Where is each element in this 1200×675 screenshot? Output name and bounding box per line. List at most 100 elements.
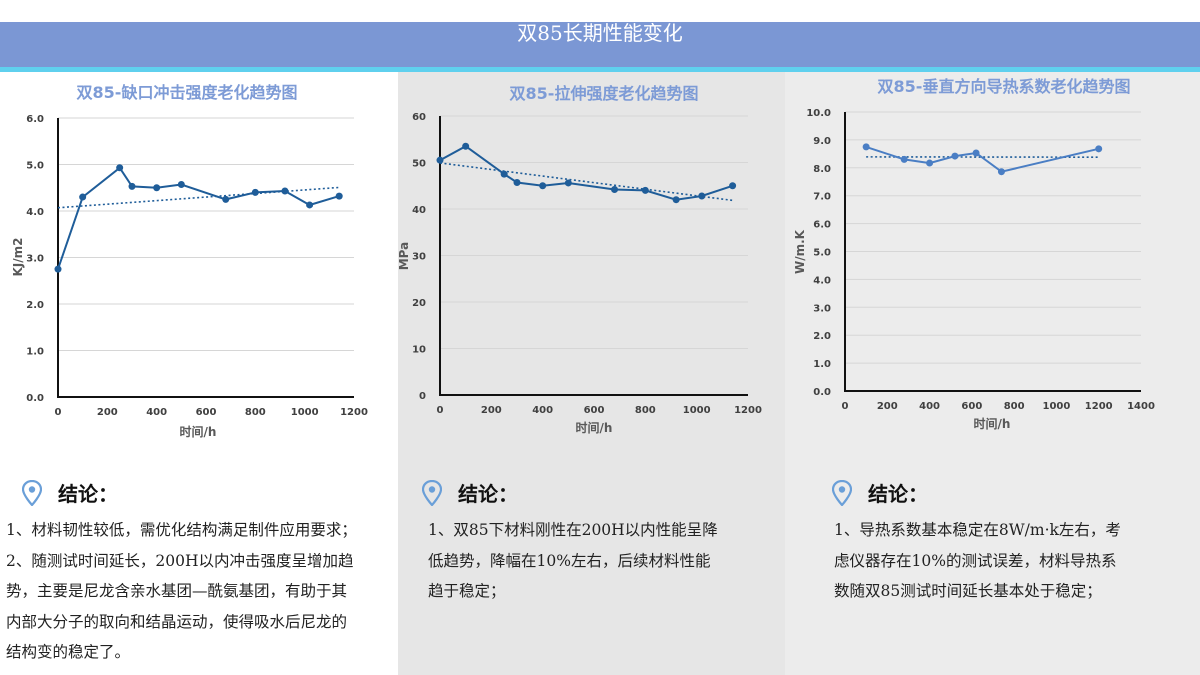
y-tick-label: 6.0 [813, 220, 831, 231]
conclusion-line: 结构变的稳定了。 [6, 643, 131, 661]
conclusion-line: 2、随测试时间延长，200H以内冲击强度呈增加趋 [6, 551, 354, 570]
x-tick-label: 1000 [291, 407, 319, 418]
y-axis-label: W/m.K [793, 229, 807, 274]
data-point [951, 152, 959, 160]
conclusion-line: 趋于稳定； [428, 582, 506, 600]
banner-accent-stripe [0, 67, 1200, 72]
panel-tensile [398, 72, 785, 675]
x-tick-label: 600 [196, 407, 217, 418]
x-tick-label: 200 [877, 401, 898, 412]
data-point [698, 192, 706, 200]
y-axis-label: KJ/m2 [11, 238, 25, 277]
data-point [564, 179, 572, 187]
y-tick-label: 4.0 [813, 275, 831, 286]
x-tick-label: 200 [97, 407, 118, 418]
data-point [513, 178, 521, 186]
trendline [57, 186, 340, 209]
page-title: 双85长期性能变化 [517, 21, 683, 45]
y-tick-label: 7.0 [813, 192, 831, 203]
data-point [153, 184, 161, 192]
conclusion-text-2: 1、双85下材料刚性在200H以内性能呈降 低趋势，降幅在10%左右，后续材料性… [428, 515, 718, 607]
data-point [54, 265, 62, 273]
x-tick-label: 800 [1004, 401, 1025, 412]
y-tick-label: 0.0 [26, 393, 44, 404]
location-pin-icon [832, 479, 852, 506]
data-point [79, 193, 87, 201]
data-point [177, 180, 185, 188]
y-tick-label: 10 [412, 345, 426, 356]
data-point [462, 142, 470, 150]
conclusion-line: 1、材料韧性较低，需优化结构满足制件应用要求； [6, 521, 357, 539]
x-tick-label: 1000 [1043, 401, 1071, 412]
x-tick-label: 1200 [734, 405, 762, 416]
data-point [222, 195, 230, 203]
chart-title: 双85-垂直方向导热系数老化趋势图 [878, 77, 1131, 96]
y-tick-label: 1.0 [813, 359, 831, 370]
conclusion-heading-3: 结论： [832, 478, 928, 507]
y-tick-label: 0.0 [813, 387, 831, 398]
conclusion-line: 数随双85测试时间延长基本处于稳定； [834, 582, 1102, 600]
x-tick-label: 400 [919, 401, 940, 412]
conclusion-text-3: 1、导热系数基本稳定在8W/m·k左右，考 虑仪器存在10%的测试误差，材料导热… [834, 515, 1121, 607]
panel-thermal [785, 72, 1200, 675]
y-tick-label: 2.0 [26, 300, 44, 311]
conclusion-line: 1、双85下材料刚性在200H以内性能呈降 [428, 521, 718, 539]
data-point [306, 201, 314, 209]
x-axis-label: 时间/h [974, 416, 1011, 431]
data-point [611, 185, 619, 193]
data-point [972, 149, 980, 157]
conclusion-line: 虑仪器存在10%的测试误差，材料导热系 [834, 551, 1117, 570]
y-tick-label: 50 [412, 159, 426, 170]
data-point [500, 170, 508, 178]
conclusion-title: 结论： [458, 482, 518, 506]
data-point [251, 188, 259, 196]
y-tick-label: 10.0 [806, 108, 831, 119]
data-point [1095, 145, 1103, 153]
data-point [862, 143, 870, 151]
y-tick-label: 5.0 [26, 161, 44, 172]
data-point [900, 155, 908, 163]
data-point [281, 187, 289, 195]
conclusion-line: 低趋势，降幅在10%左右，后续材料性能 [428, 551, 711, 570]
x-tick-label: 0 [437, 405, 444, 416]
conclusion-line: 势，主要是尼龙含亲水基团—酰氨基团，有助于其 [6, 582, 348, 600]
x-axis-label: 时间/h [576, 420, 613, 435]
y-tick-label: 3.0 [26, 254, 44, 265]
conclusion-line: 1、导热系数基本稳定在8W/m·k左右，考 [834, 521, 1121, 539]
data-point [436, 156, 444, 164]
x-tick-label: 0 [55, 407, 62, 418]
conclusion-line: 内部大分子的取向和结晶运动，使得吸水后尼龙的 [6, 612, 348, 631]
y-tick-label: 40 [412, 205, 426, 216]
chart-title: 双85-缺口冲击强度老化趋势图 [77, 83, 298, 102]
y-tick-label: 0 [419, 391, 426, 402]
y-tick-label: 8.0 [813, 164, 831, 175]
y-tick-label: 20 [412, 298, 426, 309]
data-point [926, 159, 934, 167]
y-tick-label: 6.0 [26, 114, 44, 125]
data-point [128, 182, 136, 190]
data-point [335, 192, 343, 200]
location-pin-icon [22, 479, 42, 506]
y-tick-label: 1.0 [26, 347, 44, 358]
conclusion-heading-2: 结论： [422, 478, 518, 507]
y-tick-label: 2.0 [813, 331, 831, 342]
y-tick-label: 4.0 [26, 207, 44, 218]
y-tick-label: 3.0 [813, 303, 831, 314]
y-tick-label: 5.0 [813, 248, 831, 259]
conclusion-title: 结论： [58, 482, 118, 506]
x-tick-label: 1000 [683, 405, 711, 416]
conclusion-heading-1: 结论： [22, 478, 118, 507]
thermal-conductivity-chart: 0.0 1.0 2.0 3.0 4.0 5.0 6.0 7.0 8.0 9.0 10.0 0 200 40… [793, 77, 1155, 431]
x-tick-label: 0 [842, 401, 849, 412]
conclusion-text-1: 1、材料韧性较低，需优化结构满足制件应用要求； 2、随测试时间延长，200H以内… [6, 515, 357, 668]
y-axis-label: MPa [397, 242, 411, 271]
x-axis-label: 时间/h [180, 424, 217, 439]
data-point [672, 196, 680, 204]
data-point [729, 182, 737, 190]
x-tick-label: 800 [245, 407, 266, 418]
title-banner [0, 22, 1200, 67]
x-tick-label: 400 [146, 407, 167, 418]
y-tick-label: 9.0 [813, 136, 831, 147]
x-tick-label: 600 [961, 401, 982, 412]
